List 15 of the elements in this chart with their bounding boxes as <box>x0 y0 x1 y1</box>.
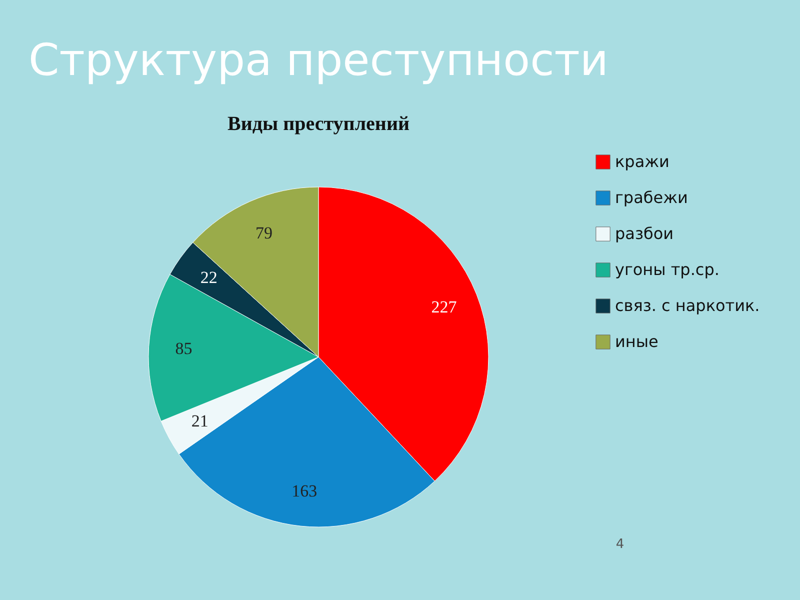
legend-label: грабежи <box>615 188 688 207</box>
data-label: 163 <box>292 481 318 500</box>
legend-label: иные <box>615 332 658 351</box>
data-label: 85 <box>175 338 192 358</box>
data-label: 22 <box>200 268 218 288</box>
chart-subtitle: Виды преступлений <box>228 113 410 135</box>
data-label: 21 <box>191 411 208 430</box>
data-label: 79 <box>255 224 272 242</box>
legend-label: угоны тр.ср. <box>615 260 720 279</box>
chart-title: Структура преступности <box>28 35 608 86</box>
legend-label: связ. с наркотик. <box>615 296 760 315</box>
legend-label: кражи <box>615 152 670 171</box>
legend-label: разбои <box>615 224 674 243</box>
text: 4 <box>616 537 624 552</box>
data-label: 227 <box>431 297 458 316</box>
